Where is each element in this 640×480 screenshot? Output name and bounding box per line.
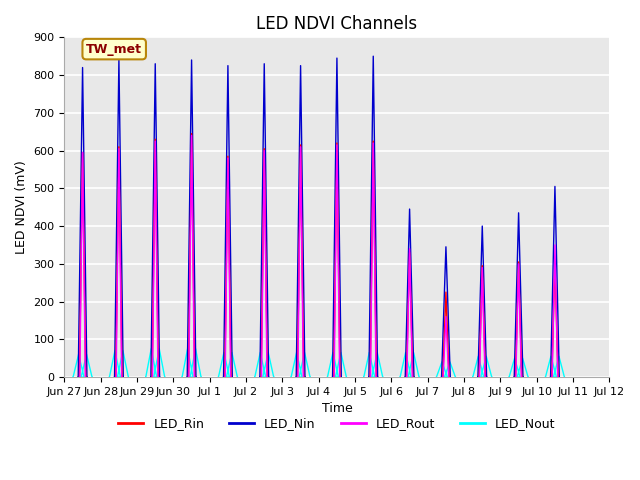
Title: LED NDVI Channels: LED NDVI Channels — [257, 15, 417, 33]
Text: TW_met: TW_met — [86, 43, 142, 56]
Y-axis label: LED NDVI (mV): LED NDVI (mV) — [15, 160, 28, 254]
Legend: LED_Rin, LED_Nin, LED_Rout, LED_Nout: LED_Rin, LED_Nin, LED_Rout, LED_Nout — [113, 412, 561, 435]
X-axis label: Time: Time — [321, 402, 352, 415]
